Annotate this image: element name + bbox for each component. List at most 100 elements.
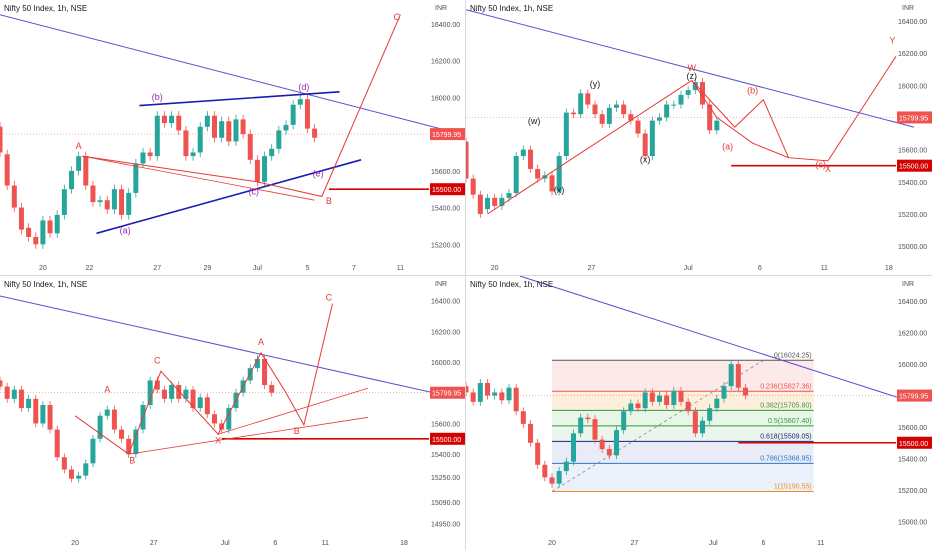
wave-label: C	[394, 12, 401, 22]
price-badge	[430, 432, 465, 445]
candle-body	[76, 156, 82, 171]
candle-body	[197, 126, 203, 153]
fib-level-label: 0.786(15368.95)	[760, 455, 811, 462]
candle-body	[714, 120, 720, 131]
chart-canvas[interactable]: A B C X A B C INR 14950.00 15090.00 15250.00 15400.…	[0, 276, 465, 550]
candle-body	[68, 469, 75, 479]
x-tick-label: Jul	[253, 265, 262, 272]
candle-body	[570, 112, 577, 115]
x-tick-label: 7	[352, 265, 356, 272]
chart-canvas[interactable]: A B C (a) (b) (c) (d) (e) INR 15200.00 15400.00 156…	[0, 0, 465, 275]
candle-body	[219, 121, 225, 138]
candle-body	[699, 420, 706, 434]
candle-body	[204, 397, 210, 415]
x-tick-label: 27	[631, 540, 639, 547]
y-tick-label: 16400.00	[431, 22, 460, 29]
candle-body	[592, 419, 598, 440]
candle-body	[154, 380, 160, 390]
candle-body	[204, 115, 210, 127]
candle-body	[477, 382, 483, 402]
candle-body	[111, 189, 117, 210]
candle-body	[0, 380, 3, 387]
candle-body	[520, 411, 526, 424]
trend-line	[217, 387, 369, 435]
candle-body	[283, 124, 289, 131]
candle-body	[656, 117, 663, 121]
x-tick-label: 5	[305, 265, 309, 272]
candle-body	[578, 417, 584, 434]
x-tick-label: 20	[491, 265, 499, 272]
wave-label: (d)	[298, 82, 309, 92]
wave-label: (z)	[687, 71, 698, 81]
candle-body	[104, 200, 110, 210]
candle-body	[161, 115, 167, 124]
candle-body	[466, 141, 469, 179]
price-axis: INR15200.0015400.0015600.0015800.0016000…	[430, 5, 465, 249]
candle-body	[276, 130, 282, 149]
candle-body	[671, 390, 677, 405]
candle-body	[262, 156, 268, 182]
candle-body	[535, 168, 541, 179]
plot-area: W(z) X Y (w) (y) (x) (x) (b) (a) (c)	[466, 9, 915, 218]
chart-canvas[interactable]: W(z) X Y (w) (y) (x) (x) (b) (a) (c) INR 15000.00 15…	[466, 0, 932, 275]
candle-body	[470, 178, 476, 195]
candle-body	[68, 170, 75, 190]
candle-body	[183, 130, 189, 157]
candle-body	[97, 415, 103, 439]
candle-body	[499, 197, 505, 206]
candle-body	[147, 152, 153, 157]
x-tick-label: 20	[548, 540, 556, 547]
wave-label: (b)	[152, 92, 163, 102]
fib-level-label: 0.236(15827.36)	[760, 383, 811, 390]
wave-label: (w)	[528, 116, 541, 126]
x-tick-label: 29	[203, 265, 211, 272]
candle-body	[685, 401, 691, 412]
y-tick-label: 16200.00	[898, 51, 927, 58]
wave-label: (e)	[313, 168, 324, 178]
candle-body	[254, 159, 260, 182]
chart-canvas[interactable]: 0(16024.25) 0.236(15827.36) 0.382(15705.80…	[466, 276, 932, 550]
x-tick-label: 18	[885, 265, 893, 272]
x-tick-label: 11	[817, 540, 824, 547]
candle-body	[154, 115, 160, 157]
candle-body	[535, 442, 541, 465]
candle-body	[642, 133, 648, 157]
fib-level-label: 0.5(15607.40)	[768, 418, 812, 425]
candle-body	[628, 114, 634, 121]
candle-body	[527, 423, 534, 443]
wave-label: A	[258, 337, 264, 347]
candle-body	[33, 236, 39, 245]
candle-body	[714, 398, 720, 409]
candle-body	[18, 207, 24, 230]
y-tick-label: 15600.00	[431, 421, 460, 428]
candle-body	[11, 389, 17, 399]
candle-body	[247, 368, 253, 381]
wave-label: B	[294, 426, 300, 436]
chart-title: Nifty 50 Index, 1h, NSE	[470, 280, 554, 289]
price-badge	[897, 436, 932, 449]
chart-panel-top-left: A B C (a) (b) (c) (d) (e) INR 15200.00 15400.00 156…	[0, 0, 465, 275]
candle-body	[254, 358, 260, 369]
y-tick-label: 15200.00	[898, 488, 927, 495]
candle-body	[176, 385, 182, 399]
candle-body	[585, 93, 591, 105]
candle-body	[707, 408, 713, 421]
candle-body	[484, 197, 491, 210]
trend-line	[74, 303, 333, 455]
candle-body	[678, 390, 684, 402]
plot-area: 0(16024.25) 0.236(15827.36) 0.382(15705.80…	[466, 276, 907, 492]
candle-body	[506, 193, 512, 198]
candle-body	[262, 358, 268, 386]
chart-title: Nifty 50 Index, 1h, NSE	[4, 4, 88, 13]
time-axis: 20 27 Jul 6 11 18	[71, 540, 408, 547]
trend-line	[128, 416, 369, 455]
candle-body	[269, 385, 275, 393]
y-tick-label: 15400.00	[431, 206, 460, 213]
y-tick-label: 15000.00	[898, 244, 927, 251]
wave-label: C	[326, 293, 333, 303]
candle-body	[297, 99, 303, 105]
candle-body	[183, 389, 189, 399]
candle-body	[90, 185, 96, 203]
fib-zone	[552, 463, 814, 492]
candle-body	[97, 200, 103, 203]
